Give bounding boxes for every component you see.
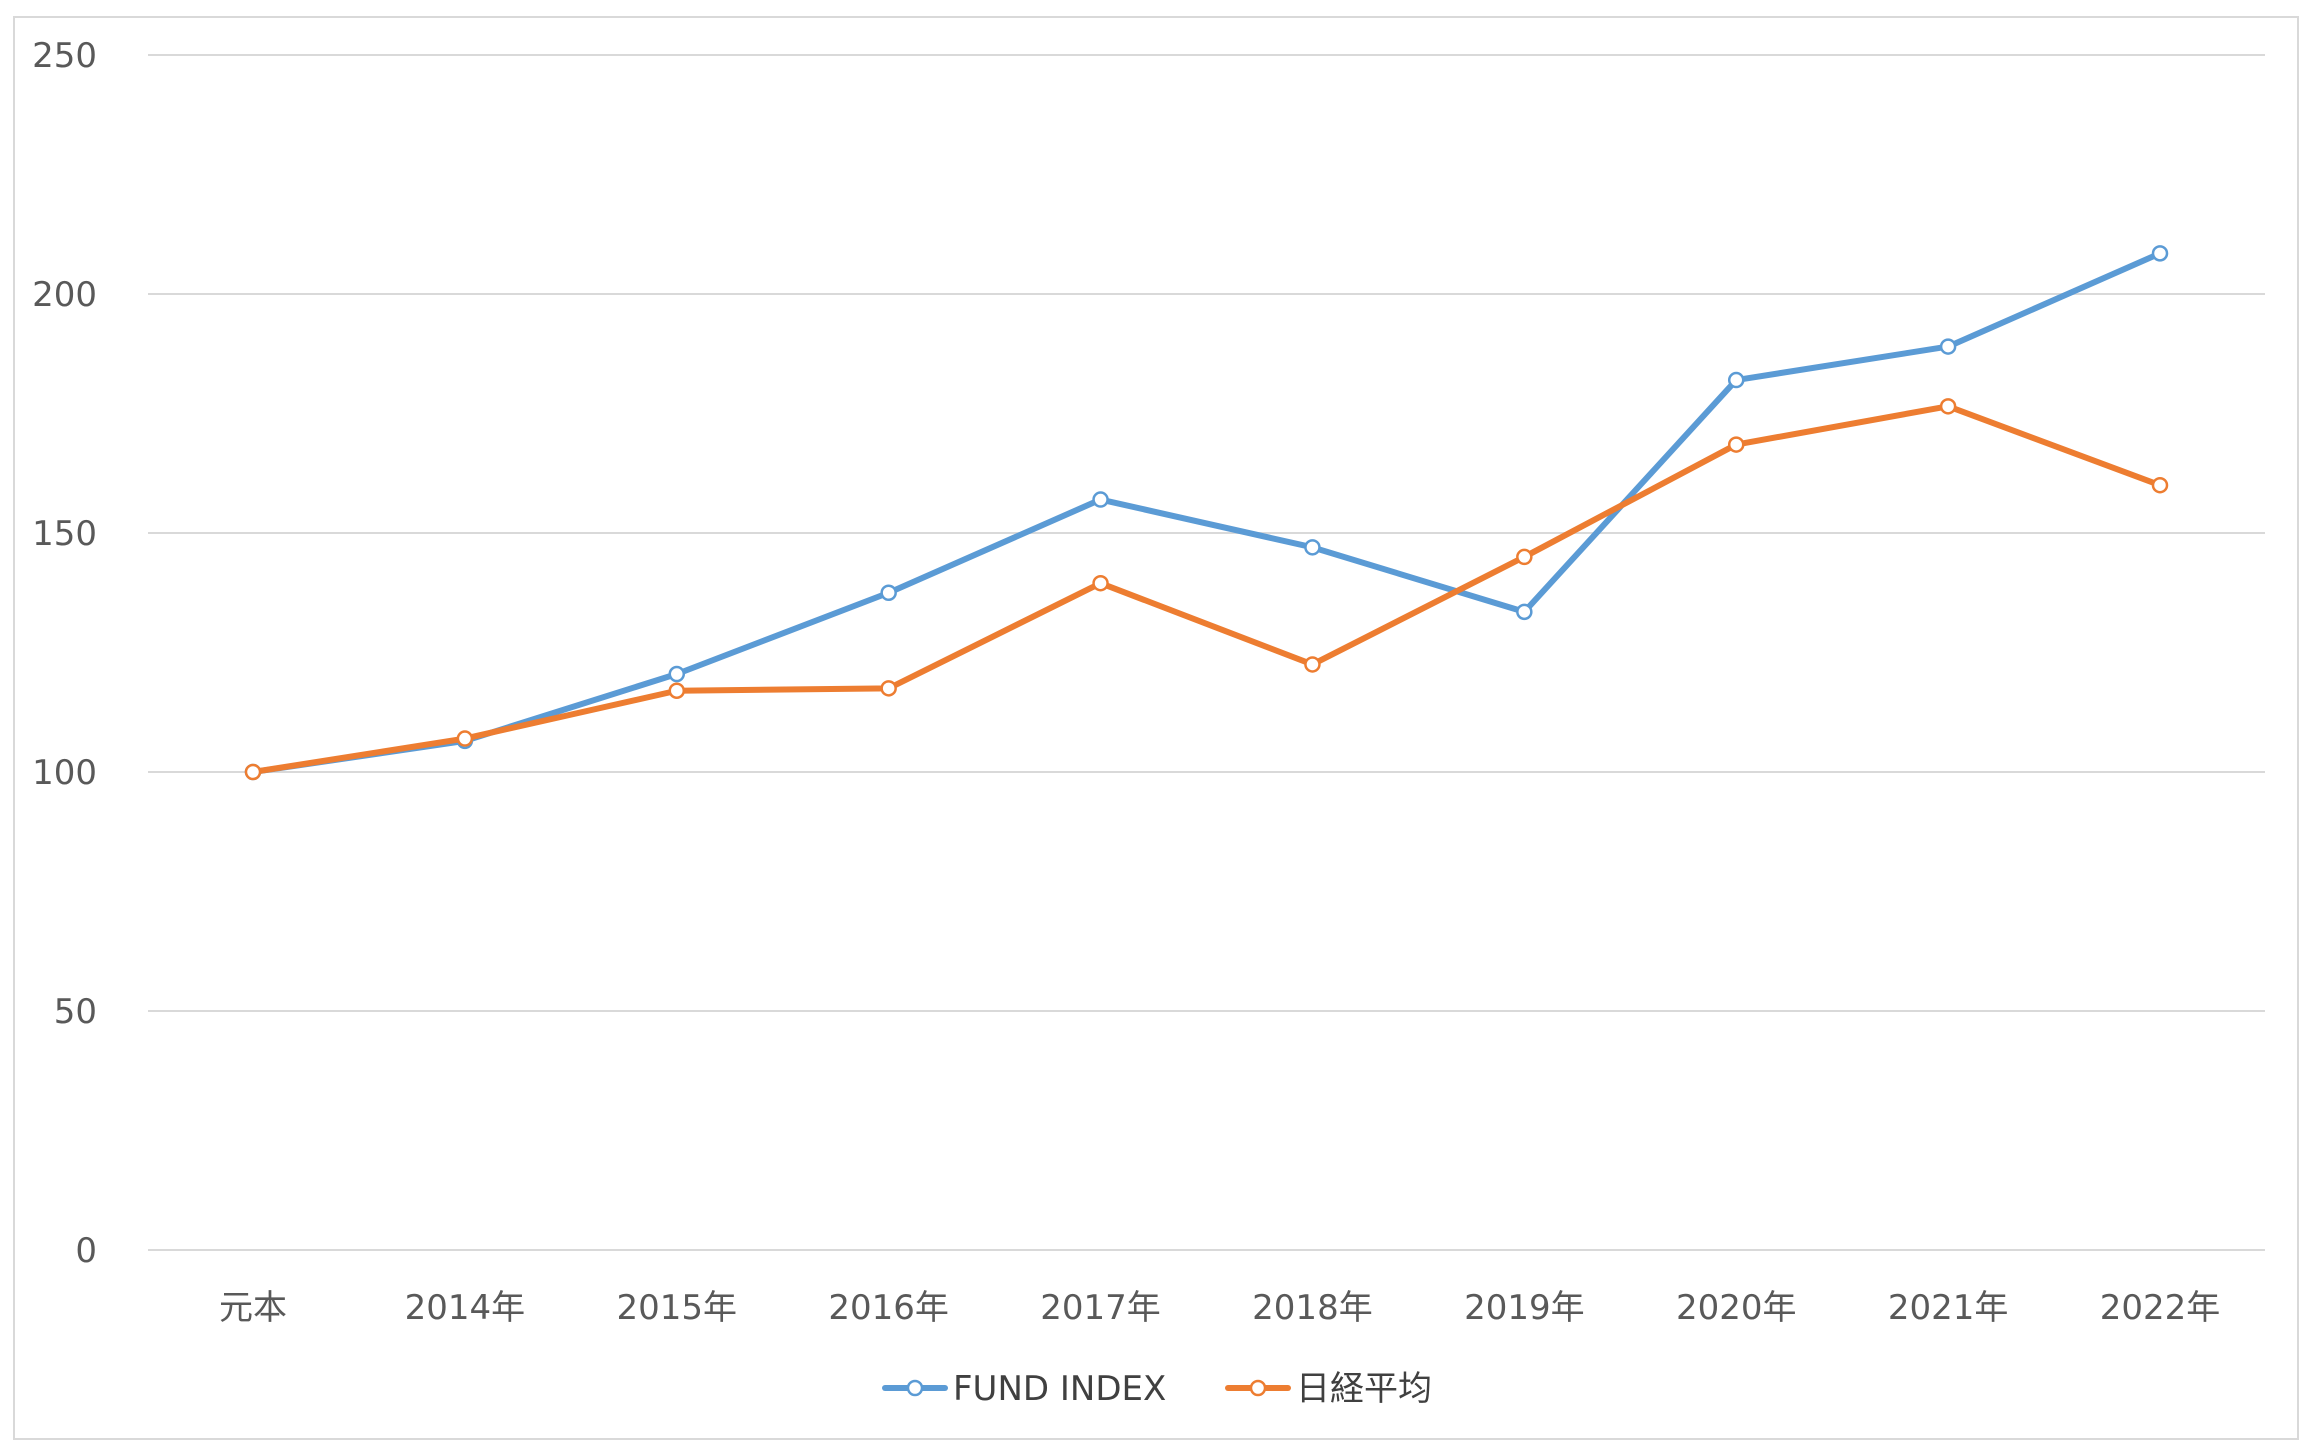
data-point <box>1939 398 1957 415</box>
x-tick-label: 2014年 <box>405 1288 526 1328</box>
x-tick-label: 2015年 <box>617 1288 738 1328</box>
data-point <box>668 682 686 699</box>
data-point <box>880 584 897 601</box>
y-tick-label: 100 <box>32 753 97 793</box>
x-tick-label: 2017年 <box>1040 1288 1161 1328</box>
data-point <box>1304 656 1321 673</box>
legend-item: 日経平均 <box>1225 1369 1432 1409</box>
gridlines <box>148 54 2265 1251</box>
y-tick-label: 200 <box>32 275 97 315</box>
legend-label: FUND INDEX <box>953 1369 1166 1409</box>
series-1 <box>244 398 2169 781</box>
y-axis-tick-labels: 0 50 100 150 200 250 <box>32 36 97 1271</box>
x-tick-label: 2018年 <box>1252 1288 1373 1328</box>
data-point <box>668 665 686 683</box>
x-tick-label: 2016年 <box>828 1288 949 1328</box>
legend: FUND INDEX 日経平均 <box>882 1369 1432 1409</box>
data-point <box>880 680 897 697</box>
legend-swatch-marker <box>1249 1379 1267 1397</box>
data-point <box>1727 371 1745 389</box>
series-0 <box>244 245 2169 781</box>
x-tick-label: 2021年 <box>1888 1288 2009 1328</box>
x-axis-tick-labels: 元本 2014年 2015年 2016年 2017年 2018年 2019年 2020年 202… <box>219 1288 2220 1328</box>
data-point <box>1516 548 1533 566</box>
y-tick-label: 0 <box>75 1231 97 1271</box>
data-point <box>456 730 474 747</box>
chart-frame <box>13 16 2299 1440</box>
data-point <box>1092 491 1109 508</box>
x-tick-label: 2022年 <box>2100 1288 2221 1328</box>
x-tick-label: 元本 <box>219 1288 287 1328</box>
legend-item: FUND INDEX <box>882 1369 1166 1409</box>
y-tick-label: 250 <box>32 36 97 76</box>
x-tick-label: 2020年 <box>1676 1288 1797 1328</box>
data-point <box>1304 539 1321 556</box>
data-point <box>1516 603 1533 621</box>
legend-swatch-marker <box>906 1379 924 1397</box>
data-point <box>2151 476 2169 494</box>
data-point <box>1092 574 1109 592</box>
series-line <box>250 403 2163 775</box>
series-line <box>250 250 2163 775</box>
x-tick-label: 2019年 <box>1464 1288 1585 1328</box>
y-tick-label: 150 <box>32 514 97 554</box>
data-point <box>2151 245 2169 262</box>
series-lines <box>244 245 2169 781</box>
data-point <box>1939 338 1957 355</box>
y-tick-label: 50 <box>54 992 97 1032</box>
data-point <box>244 763 262 781</box>
data-point <box>1727 436 1745 453</box>
legend-label: 日経平均 <box>1296 1369 1432 1409</box>
